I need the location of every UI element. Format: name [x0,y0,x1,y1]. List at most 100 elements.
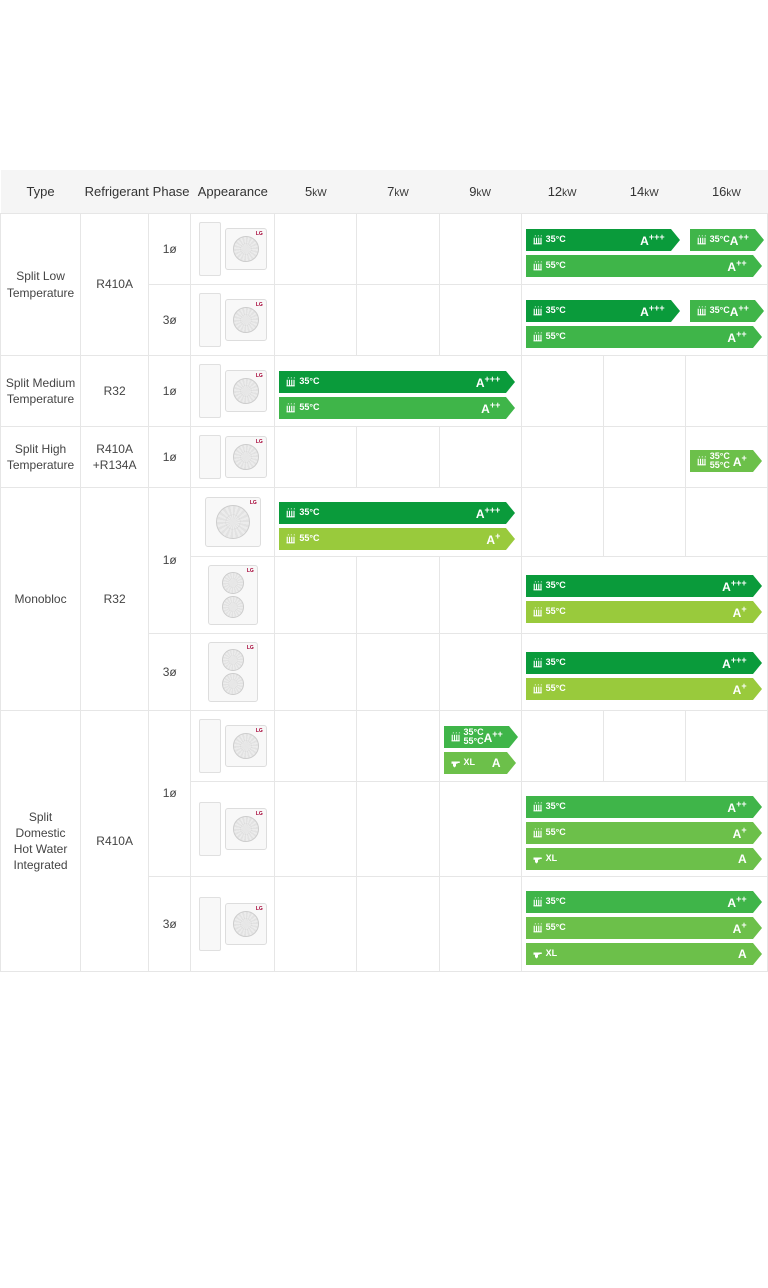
refrigerant-cell: R32 [81,356,149,427]
appearance-cell: LG [191,782,275,877]
energy-rating-arrow: 35°C55°CA++ [444,726,516,748]
appearance-cell: LG [191,557,275,634]
empty-cell [439,427,521,488]
energy-rating-arrow: 55°CA+ [526,822,762,844]
type-cell: Split High Temperature [1,427,81,488]
energy-rating-arrow: XLA [526,943,762,965]
empty-cell [357,782,439,877]
header-12kw: 12kW [521,170,603,214]
energy-rating-arrow: 35°CA++ [690,300,762,322]
refrigerant-cell: R410A [81,711,149,972]
energy-rating-arrow: XLA [526,848,762,870]
energy-rating-arrow: 55°CA++ [526,326,762,348]
phase-cell: 3ø [149,285,191,356]
refrigerant-cell: R410A [81,214,149,356]
empty-cell [275,711,357,782]
appearance-cell: LG [191,214,275,285]
energy-rating-arrow: 35°CA+++ [526,300,680,322]
empty-cell [275,877,357,972]
refrigerant-cell: R32 [81,488,149,711]
energy-rating-arrow: 35°CA++ [690,229,762,251]
appearance-cell: LG [191,285,275,356]
energy-rating-arrow: 35°CA+++ [526,229,680,251]
outdoor-unit-icon: LG [225,436,267,478]
empty-cell [521,427,603,488]
appearance-cell: LG [191,427,275,488]
appearance-cell: LG [191,877,275,972]
empty-cell [275,557,357,634]
table-row: Split High TemperatureR410A +R134A1øLG35… [1,427,768,488]
empty-cell [439,214,521,285]
phase-cell: 1ø [149,356,191,427]
energy-rating-arrow: XLA [444,752,516,774]
indoor-unit-icon [199,897,221,951]
header-14kw: 14kW [603,170,685,214]
energy-rating-arrow: 35°CA++ [526,891,762,913]
empty-cell [685,356,767,427]
empty-cell [521,711,603,782]
ratings-cell: 35°CA+++ 55°CA+ [275,488,521,557]
empty-cell [439,877,521,972]
empty-cell [521,488,603,557]
header-phase: Phase [149,170,191,214]
table-header: Type Refrigerant Phase Appearance 5kW 7k… [1,170,768,214]
empty-cell [275,634,357,711]
indoor-unit-icon [199,364,221,418]
empty-cell [357,427,439,488]
energy-rating-arrow: 55°CA+ [526,601,762,623]
ratings-cell: 35°C55°CA++ XLA [439,711,521,782]
refrigerant-cell: R410A +R134A [81,427,149,488]
empty-cell [603,711,685,782]
empty-cell [603,488,685,557]
ratings-cell: 35°CA+++55°CA++ [275,356,521,427]
table-row: MonoblocR321øLG35°CA+++55°CA+ [1,488,768,557]
table-row: Split Low TemperatureR410A1øLG35°CA+++35… [1,214,768,285]
indoor-unit-icon [199,719,221,773]
empty-cell [357,711,439,782]
appearance-cell: LG [191,356,275,427]
outdoor-unit-icon: LG [225,299,267,341]
lineup-table: Type Refrigerant Phase Appearance 5kW 7k… [0,170,768,972]
indoor-unit-icon [199,293,221,347]
type-cell: Split Medium Temperature [1,356,81,427]
outdoor-unit-icon: LG [225,370,267,412]
energy-rating-arrow: 35°C55°CA+ [690,450,762,472]
empty-cell [275,427,357,488]
appearance-cell: LG [191,488,275,557]
outdoor-unit-icon: LG [225,808,267,850]
energy-rating-arrow: 55°CA+ [526,678,762,700]
table-row: Split Medium TemperatureR321ø LG35°CA+++5… [1,356,768,427]
phase-cell: 1ø [149,488,191,634]
energy-rating-arrow: 35°CA++ [526,796,762,818]
outdoor-unit-icon: LG [225,725,267,767]
header-refrigerant: Refrigerant [81,170,149,214]
header-type: Type [1,170,81,214]
empty-cell [357,634,439,711]
empty-cell [685,711,767,782]
empty-cell [275,285,357,356]
ratings-cell: 35°CA++55°CA+XLA [521,877,767,972]
phase-cell: 3ø [149,877,191,972]
ratings-cell: 35°C55°CA+ [685,427,767,488]
type-cell: Split Low Temperature [1,214,81,356]
energy-rating-arrow: 35°CA+++ [526,652,762,674]
ratings-cell: 35°CA+++ 55°CA+ [521,557,767,634]
type-cell: Split Domestic Hot Water Integrated [1,711,81,972]
empty-cell [685,488,767,557]
header-16kw: 16kW [685,170,767,214]
outdoor-unit-icon: LG [205,497,261,547]
outdoor-unit-icon: LG [208,642,258,702]
outdoor-unit-icon: LG [208,565,258,625]
indoor-unit-icon [199,802,221,856]
energy-rating-arrow: 35°CA+++ [526,575,762,597]
outdoor-unit-icon: LG [225,228,267,270]
ratings-cell: 35°CA+++ 55°CA+ [521,634,767,711]
appearance-cell: LG [191,711,275,782]
ratings-cell: 35°CA+++ 35°CA++ 55°CA++ [521,285,767,356]
ratings-cell: 35°CA++ 55°CA+ XLA [521,782,767,877]
table-body: Split Low TemperatureR410A1øLG35°CA+++35… [1,214,768,972]
empty-cell [439,782,521,877]
energy-rating-arrow: 55°CA+ [279,528,515,550]
energy-rating-arrow: 35°CA+++ [279,502,515,524]
empty-cell [521,356,603,427]
